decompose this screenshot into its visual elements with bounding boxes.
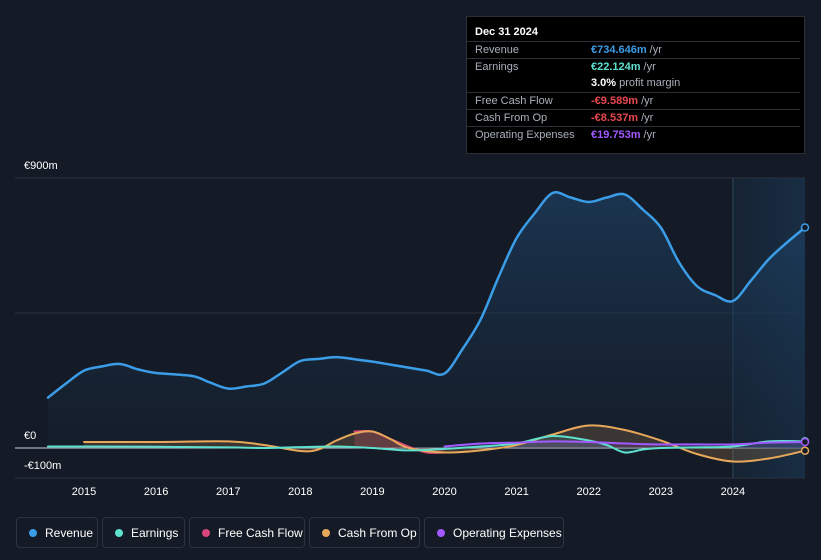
tooltip-label: Cash From Op <box>475 112 548 124</box>
legend-item-revenue[interactable]: Revenue <box>16 517 98 548</box>
y-tick-label-0: €0 <box>24 430 37 442</box>
tooltip-date: Dec 31 2024 <box>475 26 538 38</box>
tooltip-value: €734.646m/yr <box>591 44 662 56</box>
legend-label: Revenue <box>45 526 94 540</box>
tooltip-value: €22.124m/yr <box>591 61 656 73</box>
legend-dot <box>115 529 123 537</box>
x-tick-label-2018: 2018 <box>288 486 312 498</box>
legend-label: Operating Expenses <box>453 526 562 540</box>
x-tick-label-2022: 2022 <box>576 486 600 498</box>
series-end-marker-operating-expenses <box>800 437 810 447</box>
legend-label: Free Cash Flow <box>218 526 303 540</box>
series-line-operating-expenses <box>443 440 806 448</box>
legend-dot <box>202 529 210 537</box>
series-line-revenue <box>46 191 807 399</box>
x-tick-label-2016: 2016 <box>144 486 168 498</box>
tooltip-label: Revenue <box>475 44 520 56</box>
legend-item-free-cash-flow[interactable]: Free Cash Flow <box>189 517 305 548</box>
tooltip-row-fcf: Free Cash Flow -€9.589m/yr <box>467 92 800 110</box>
x-tick-label-2015: 2015 <box>72 486 96 498</box>
tooltip-label: Free Cash Flow <box>475 95 553 107</box>
x-tick-label-2019: 2019 <box>360 486 384 498</box>
tooltip-row-margin: 3.0% profit margin <box>467 75 800 92</box>
tooltip-value: -€9.589m/yr <box>591 95 654 107</box>
x-tick-label-2021: 2021 <box>504 486 528 498</box>
tooltip-value: €19.753m/yr <box>591 129 656 141</box>
legend-dot <box>322 529 330 537</box>
x-tick-label-2017: 2017 <box>216 486 240 498</box>
tooltip-label: Earnings <box>475 61 519 73</box>
tooltip-row-revenue: Revenue €734.646m/yr <box>467 41 800 59</box>
legend-item-earnings[interactable]: Earnings <box>102 517 185 548</box>
tooltip-row-opex: Operating Expenses €19.753m/yr <box>467 126 800 144</box>
y-tick-label-900: €900m <box>24 160 58 172</box>
series-line-earnings <box>47 434 806 454</box>
tooltip-label: Operating Expenses <box>475 129 575 141</box>
chart-plot: 2015 2016 2017 2018 2019 2020 2021 2022 2023 2024 <box>15 177 810 498</box>
x-tick-label-2024: 2024 <box>721 486 745 498</box>
legend-label: Earnings <box>131 526 179 540</box>
tooltip-row-earnings: Earnings €22.124m/yr <box>467 58 800 76</box>
x-tick-label-2020: 2020 <box>432 486 456 498</box>
series-end-marker-revenue <box>800 223 810 232</box>
tooltip-row-cfo: Cash From Op -€8.537m/yr <box>467 109 800 127</box>
legend-label: Cash From Op <box>338 526 417 540</box>
y-tick-label-neg100: -€100m <box>24 460 62 472</box>
legend-dot <box>29 529 37 537</box>
series-end-marker-cash-from-op <box>800 446 810 455</box>
legend-dot <box>437 529 445 537</box>
series-area-revenue <box>48 192 805 448</box>
tooltip-panel: Dec 31 2024 Revenue €734.646m/yr Earning… <box>466 16 805 154</box>
tooltip-value: 3.0% profit margin <box>591 77 681 89</box>
legend-item-operating-expenses[interactable]: Operating Expenses <box>424 517 564 548</box>
x-tick-label-2023: 2023 <box>649 486 673 498</box>
tooltip-value: -€8.537m/yr <box>591 112 654 124</box>
legend-item-cash-from-op[interactable]: Cash From Op <box>309 517 420 548</box>
series-area-cash-from-op <box>84 425 806 462</box>
